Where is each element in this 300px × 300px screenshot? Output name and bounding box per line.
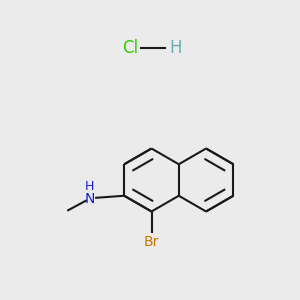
Text: H: H [169,39,182,57]
Text: Cl: Cl [122,39,138,57]
Text: H: H [85,180,94,193]
Text: Br: Br [144,236,159,250]
Text: N: N [85,192,95,206]
